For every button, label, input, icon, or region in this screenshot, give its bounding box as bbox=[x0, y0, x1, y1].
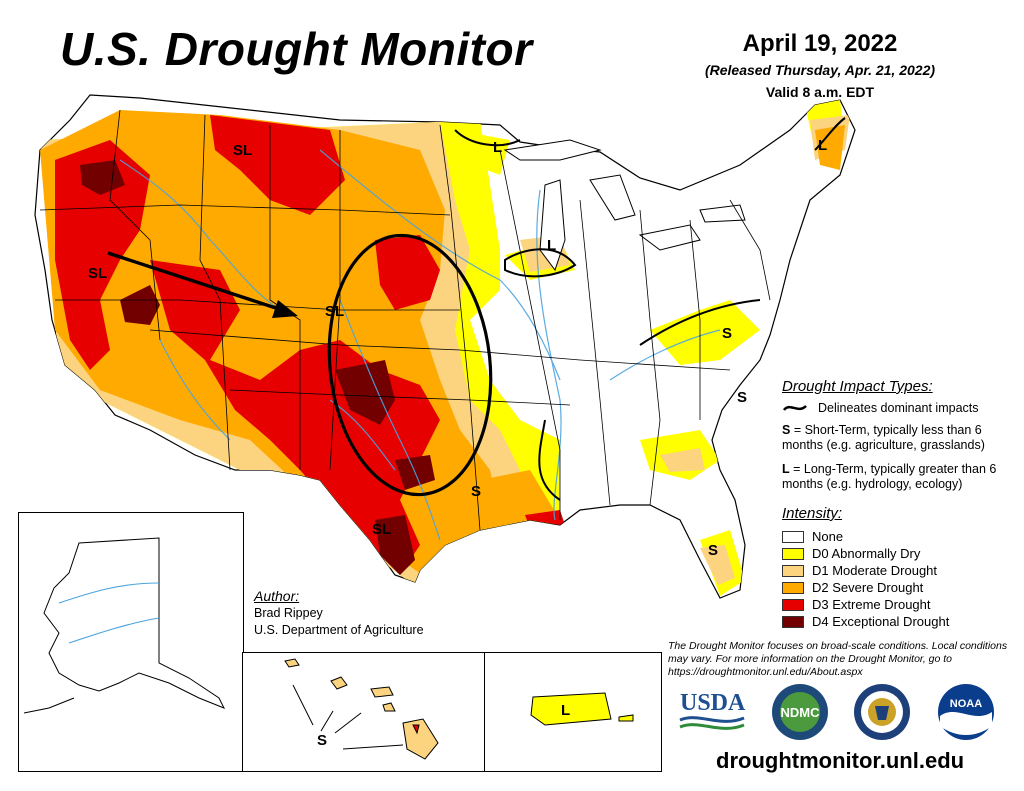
label-l-minnesota: L bbox=[493, 139, 502, 156]
legend-row: D0 Abnormally Dry bbox=[782, 545, 1012, 562]
svg-text:NDMC: NDMC bbox=[781, 705, 821, 720]
label-s-louisiana: S bbox=[471, 483, 481, 500]
legend-swatch bbox=[782, 598, 804, 611]
legend-row: D2 Severe Drought bbox=[782, 579, 1012, 596]
label-sl-texas: SL bbox=[372, 521, 391, 538]
impact-boundaries bbox=[454, 117, 846, 501]
hawaii-pointer-lines bbox=[292, 684, 404, 750]
legend-label: D0 Abnormally Dry bbox=[812, 546, 921, 561]
date-block: April 19, 2022 (Released Thursday, Apr. … bbox=[680, 30, 960, 100]
release-date: (Released Thursday, Apr. 21, 2022) bbox=[704, 62, 936, 78]
legend-rows: None D0 Abnormally Dry D1 Moderate Drought… bbox=[782, 528, 1012, 630]
long-term-letter: L bbox=[782, 462, 790, 476]
long-term-key: L = Long-Term, typically greater than 6 … bbox=[782, 462, 1020, 492]
short-term-letter: S bbox=[782, 423, 791, 437]
legend-swatch bbox=[782, 581, 804, 594]
legend-label: D2 Severe Drought bbox=[812, 580, 924, 595]
impact-ellipse bbox=[327, 233, 493, 497]
delineation-text: Delineates dominant impacts bbox=[818, 401, 979, 415]
svg-text:NOAA: NOAA bbox=[950, 698, 982, 710]
d3-area-mt bbox=[210, 115, 345, 215]
great-lakes bbox=[503, 139, 746, 272]
aleutian-islands bbox=[23, 697, 75, 714]
d3-area-nw bbox=[55, 140, 150, 370]
long-term-text: = Long-Term, typically greater than 6 mo… bbox=[782, 462, 997, 491]
label-l-maine: L bbox=[818, 137, 827, 154]
legend-row: D4 Exceptional Drought bbox=[782, 613, 1012, 630]
d4-area-tx bbox=[375, 515, 415, 575]
label-sl-montana: SL bbox=[233, 142, 252, 159]
agency-logos: USDA NDMC NOAA bbox=[679, 684, 994, 740]
rivers bbox=[119, 149, 721, 541]
d2-area-east bbox=[480, 125, 845, 530]
legend-swatch bbox=[782, 547, 804, 560]
author-block: Author: Brad Rippey U.S. Department of A… bbox=[254, 588, 424, 639]
disclaimer-note: The Drought Monitor focuses on broad-sca… bbox=[668, 640, 1008, 678]
valid-time: Valid 8 a.m. EDT bbox=[765, 84, 875, 100]
ndmc-logo: NDMC bbox=[772, 684, 828, 740]
impact-types-panel: Drought Impact Types: Delineates dominan… bbox=[782, 378, 1020, 501]
author-org: U.S. Department of Agriculture bbox=[254, 623, 424, 637]
legend-swatch bbox=[782, 615, 804, 628]
delineation-key: Delineates dominant impacts bbox=[782, 401, 1020, 415]
label-l-michigan: L bbox=[547, 237, 556, 254]
label-l-puerto-rico: L bbox=[561, 702, 570, 719]
label-s-virginia: S bbox=[722, 325, 732, 342]
hawaii-islands bbox=[284, 658, 439, 760]
legend-label: D4 Exceptional Drought bbox=[812, 614, 950, 629]
author-heading: Author: bbox=[254, 588, 300, 604]
delineation-line-icon bbox=[783, 405, 807, 411]
alaska-rivers bbox=[58, 582, 160, 644]
intensity-heading: Intensity: bbox=[782, 505, 843, 522]
legend-row: D1 Moderate Drought bbox=[782, 562, 1012, 579]
legend-row: D3 Extreme Drought bbox=[782, 596, 1012, 613]
author-name: Brad Rippey bbox=[254, 606, 323, 620]
label-s-hawaii: S bbox=[317, 732, 327, 749]
legend-swatch bbox=[782, 530, 804, 543]
alaska-inset bbox=[18, 512, 244, 772]
map-date: April 19, 2022 bbox=[742, 30, 898, 57]
legend-row: None bbox=[782, 528, 1012, 545]
intensity-legend: Intensity: None D0 Abnormally Dry D1 Moder… bbox=[782, 505, 1012, 630]
short-term-key: S = Short-Term, typically less than 6 mo… bbox=[782, 423, 1020, 453]
d4-area-nv bbox=[120, 285, 160, 325]
d0-area-east bbox=[455, 100, 845, 596]
website-link[interactable]: droughtmonitor.unl.edu bbox=[716, 748, 965, 773]
legend-label: D1 Moderate Drought bbox=[812, 563, 938, 578]
map-title: U.S. Drought Monitor bbox=[60, 23, 533, 75]
noaa-logo: NOAA bbox=[938, 684, 994, 740]
legend-swatch bbox=[782, 564, 804, 577]
commerce-logo bbox=[854, 684, 910, 740]
puerto-rico-inset: L bbox=[484, 652, 662, 772]
d4-area-sp bbox=[335, 360, 395, 425]
impact-types-heading: Drought Impact Types: bbox=[782, 378, 933, 395]
vieques bbox=[618, 714, 634, 722]
label-s-florida: S bbox=[708, 542, 718, 559]
impact-arrow bbox=[107, 251, 298, 318]
label-sl-nevada: SL bbox=[88, 265, 107, 282]
short-term-text: = Short-Term, typically less than 6 mont… bbox=[782, 423, 985, 452]
puerto-rico-shape bbox=[530, 692, 612, 726]
label-s-carolina: S bbox=[737, 389, 747, 406]
label-sl-plains: SL bbox=[325, 303, 344, 320]
legend-label: D3 Extreme Drought bbox=[812, 597, 931, 612]
usda-logo: USDA bbox=[679, 690, 746, 730]
d3-area-plains bbox=[375, 235, 440, 310]
legend-label: None bbox=[812, 529, 844, 544]
svg-text:USDA: USDA bbox=[680, 690, 746, 716]
state-boundaries bbox=[39, 109, 771, 531]
hawaii-inset: S bbox=[242, 652, 486, 772]
